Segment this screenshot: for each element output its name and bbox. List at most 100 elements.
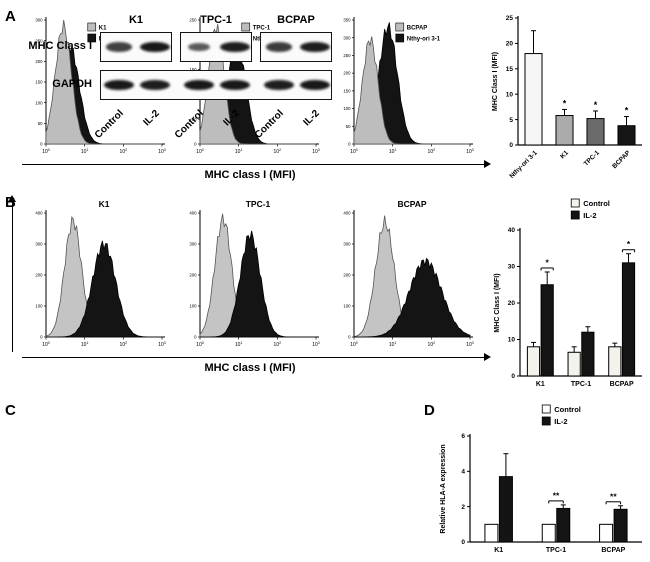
svg-text:*: * <box>546 257 550 267</box>
svg-text:Nthy-ori 3-1: Nthy-ori 3-1 <box>508 149 539 180</box>
svg-text:Relative HLA-A expression: Relative HLA-A expression <box>440 444 447 533</box>
bar-TPC-1 <box>586 118 605 146</box>
svg-text:10: 10 <box>508 337 516 344</box>
bar-chart-mhc-il2: 0 10 20 30 40 MHC Class I (MFI) * K1 TPC-1 * BCPAP… <box>494 198 642 388</box>
svg-text:*: * <box>563 98 567 108</box>
svg-text:4: 4 <box>461 469 465 476</box>
flow-series-IL-2 <box>200 230 316 338</box>
svg-text:TPC-1: TPC-1 <box>546 547 566 554</box>
bar-chart-hla-expression: 0 2 4 6 Relative HLA-A expression K1 ** TPC-1 **… <box>440 404 642 554</box>
svg-text:150: 150 <box>189 67 197 72</box>
svg-text:IL-2: IL-2 <box>583 211 596 220</box>
flow-histogram-a-bcpap: 0 50 100 150 200 250 300 350 100 101 102 103 BCPAP Nt… <box>343 17 474 155</box>
blot-mhc-bcpap <box>260 32 332 62</box>
svg-text:101: 101 <box>81 341 89 348</box>
svg-text:200: 200 <box>189 273 197 278</box>
svg-text:0: 0 <box>509 142 513 149</box>
blot-gapdh-strip <box>100 70 332 100</box>
svg-text:BCPAP: BCPAP <box>397 199 426 209</box>
svg-text:5: 5 <box>509 117 513 124</box>
svg-text:40: 40 <box>508 227 516 234</box>
svg-text:*: * <box>594 100 598 110</box>
blot-group-k1: K1 <box>128 14 144 26</box>
blot-row-label-mhc: MHC Class I <box>28 40 92 52</box>
svg-text:102: 102 <box>428 148 436 155</box>
flow-series-BCPAP <box>353 36 470 145</box>
legend-swatch <box>87 33 97 43</box>
bar-K1 <box>555 115 574 146</box>
svg-text:6: 6 <box>461 433 465 440</box>
bar-K1-Control <box>526 346 541 377</box>
svg-text:100: 100 <box>196 148 204 155</box>
blot-band <box>220 41 250 53</box>
svg-text:300: 300 <box>35 18 43 23</box>
svg-text:15: 15 <box>506 66 514 73</box>
legend-swatch-IL-2 <box>541 416 551 426</box>
svg-text:20: 20 <box>506 41 514 48</box>
svg-text:*: * <box>625 106 629 116</box>
svg-text:300: 300 <box>343 242 351 247</box>
blot-band <box>139 41 171 53</box>
svg-text:300: 300 <box>35 242 43 247</box>
bar-BCPAP-Control <box>599 523 614 543</box>
legend-swatch <box>87 22 97 32</box>
svg-text:400: 400 <box>343 211 351 216</box>
svg-text:100: 100 <box>343 304 351 309</box>
blot-mhc-k1 <box>100 32 172 62</box>
svg-text:TPC-1: TPC-1 <box>583 149 602 168</box>
blot-row-label-gapdh: GAPDH <box>52 78 92 90</box>
panel-b-x-axis-arrow <box>22 353 491 362</box>
svg-text:25: 25 <box>506 15 514 22</box>
svg-text:102: 102 <box>428 341 436 348</box>
svg-text:200: 200 <box>35 273 43 278</box>
svg-text:TPC-1: TPC-1 <box>253 26 271 32</box>
bar-TPC-1-Control <box>541 523 556 543</box>
bar-BCPAP-IL-2 <box>621 262 636 377</box>
svg-text:300: 300 <box>343 35 351 40</box>
svg-text:101: 101 <box>235 341 243 348</box>
svg-text:200: 200 <box>343 273 351 278</box>
svg-text:MHC Class I (MFI): MHC Class I (MFI) <box>492 52 499 111</box>
svg-text:101: 101 <box>389 148 397 155</box>
bar-K1-Control <box>484 523 499 543</box>
svg-text:102: 102 <box>120 341 128 348</box>
blot-band <box>264 79 294 91</box>
svg-text:0: 0 <box>348 335 351 340</box>
svg-text:101: 101 <box>389 341 397 348</box>
svg-text:20: 20 <box>508 300 516 307</box>
svg-text:10: 10 <box>506 91 514 98</box>
svg-text:K1: K1 <box>494 547 503 554</box>
svg-text:0: 0 <box>511 373 515 380</box>
svg-text:250: 250 <box>35 38 43 43</box>
svg-text:Control: Control <box>554 405 581 414</box>
panel-a-label: A <box>5 8 16 25</box>
svg-text:BCPAP: BCPAP <box>407 26 428 32</box>
bar-chart-mhc-baseline: 0 5 10 15 20 25 MHC Class I (MFI) Nthy-ori 3-1 *… <box>492 15 642 180</box>
svg-text:300: 300 <box>189 242 197 247</box>
svg-text:TPC-1: TPC-1 <box>571 381 591 388</box>
blot-band <box>187 42 211 52</box>
blot-band <box>183 79 215 91</box>
bar-BCPAP-IL-2 <box>613 508 628 543</box>
blot-band <box>300 41 330 53</box>
svg-text:103: 103 <box>158 148 166 155</box>
blot-band <box>219 79 251 91</box>
svg-text:BCPAP: BCPAP <box>611 149 632 170</box>
svg-text:**: ** <box>610 491 617 501</box>
svg-text:100: 100 <box>196 341 204 348</box>
svg-text:100: 100 <box>343 106 351 111</box>
svg-text:150: 150 <box>35 80 43 85</box>
svg-text:TPC-1: TPC-1 <box>246 199 271 209</box>
panel-b-y-axis-arrow <box>8 195 17 352</box>
blot-mhc-tpc1 <box>180 32 252 62</box>
svg-text:Nthy-ori 3-1: Nthy-ori 3-1 <box>407 37 441 43</box>
svg-text:101: 101 <box>235 148 243 155</box>
bar-TPC-1-Control <box>567 351 581 377</box>
blot-group-bcpap: BCPAP <box>277 14 315 26</box>
legend-swatch-Control <box>541 404 551 414</box>
svg-text:50: 50 <box>346 124 351 129</box>
flow-series-K1 <box>45 19 162 145</box>
svg-text:0: 0 <box>194 335 197 340</box>
